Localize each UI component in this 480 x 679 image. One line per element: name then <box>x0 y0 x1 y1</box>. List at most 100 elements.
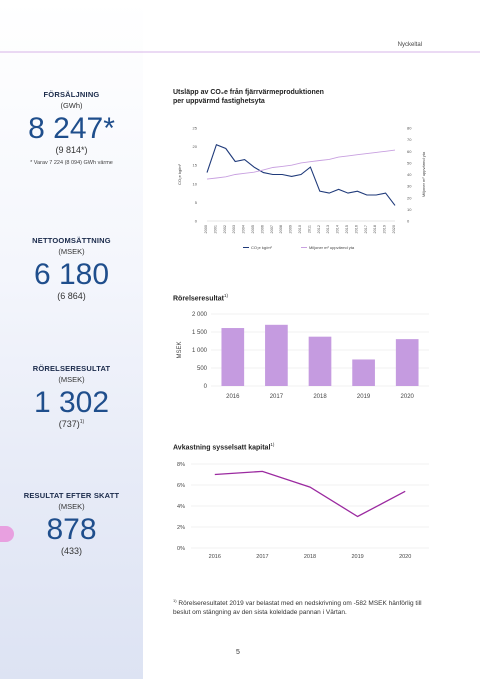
return-line <box>214 470 406 518</box>
y-tick-label: 6% <box>177 483 185 489</box>
x-tick-label: 2008 <box>279 225 283 233</box>
y-right-tick-label: 0 <box>407 219 410 224</box>
x-tick-label: 2020 <box>392 225 396 233</box>
x-tick-label: 2017 <box>270 394 284 400</box>
y-tick-label: 500 <box>197 366 208 372</box>
x-tick-label: 2017 <box>256 554 268 560</box>
series-line-heated-area <box>206 149 396 180</box>
y-right-tick-label: 80 <box>407 126 412 131</box>
bar-2019 <box>352 359 375 386</box>
y-right-tick-label: 70 <box>407 137 412 142</box>
y-tick-label: 5 <box>195 200 198 205</box>
y-tick-label: 25 <box>193 126 198 131</box>
decorative-shape <box>0 526 14 542</box>
kpi-label: FÖRSÄLJNING <box>43 90 100 99</box>
kpi-value: 1 302 <box>33 386 110 419</box>
return-chart-title: Avkastning sysselsatt kapital1) <box>173 442 275 452</box>
x-tick-label: 2018 <box>313 394 327 400</box>
x-tick-label: 2012 <box>317 225 321 233</box>
y-tick-label: 20 <box>193 144 198 149</box>
kpi-unit: (MSEK) <box>58 502 85 511</box>
y-right-tick-label: 40 <box>407 172 412 177</box>
x-tick-label: 2014 <box>336 225 340 233</box>
kpi-value: 6 180 <box>33 258 110 291</box>
kpi-previous: (9 814*) <box>55 145 88 155</box>
page-number: 5 <box>236 649 240 656</box>
x-tick-label: 2019 <box>383 225 387 233</box>
y-tick-label: 10 <box>193 181 198 186</box>
emissions-chart-title: Utsläpp av CO₂e från fjärrvärmeproduktio… <box>173 89 324 105</box>
legend-label: CO₂e kg/m² <box>251 245 273 250</box>
operating-result-chart-title: Rörelseresultat1) <box>173 293 228 303</box>
emissions-chart: 0 5 10 15 20 25 0 10 20 30 40 50 60 70 80 2000 2001 2002 2… <box>177 126 426 251</box>
x-tick-label: 2007 <box>270 225 274 233</box>
y-axis-label: CO₂e kg/m² <box>177 163 182 185</box>
x-tick-label: 2018 <box>373 225 377 233</box>
y-tick-label: 0 <box>195 219 198 224</box>
kpi-unit: (MSEK) <box>58 375 85 384</box>
bar-2017 <box>265 324 288 386</box>
y-right-tick-label: 60 <box>407 149 412 154</box>
series-line-co2e <box>206 143 396 206</box>
x-tick-label: 2013 <box>326 225 330 233</box>
x-tick-label: 2019 <box>351 554 363 560</box>
x-tick-label: 2000 <box>204 225 208 233</box>
bar-2020 <box>395 339 419 386</box>
operating-result-chart: 0 500 1 000 1 500 2 000 MSEK 2016 2017 2018 2019 2… <box>177 312 429 400</box>
x-tick-label: 2019 <box>357 394 371 400</box>
kpi-label: RÖRELSERESULTAT <box>32 364 111 373</box>
x-tick-label: 2001 <box>213 225 217 233</box>
x-tick-label: 2018 <box>304 554 316 560</box>
y-tick-label: 2% <box>177 525 185 531</box>
y-right-tick-label: 20 <box>407 195 412 200</box>
footnote: 1) Rörelseresultatet 2019 var belastat m… <box>173 598 422 617</box>
x-tick-label: 2006 <box>260 225 264 233</box>
y-tick-label: 0% <box>177 546 185 552</box>
return-chart: 0% 2% 4% 6% 8% 2016 2017 2018 2019 2020 <box>177 462 429 560</box>
x-tick-label: 2002 <box>223 225 227 233</box>
legend-label: Miljoner m² uppvärmd yta <box>309 245 355 250</box>
x-tick-label: 2009 <box>289 225 293 233</box>
y-right-tick-label: 50 <box>407 160 412 165</box>
y-tick-label: 1 500 <box>192 330 208 336</box>
y-tick-label: 0 <box>204 384 208 390</box>
kpi-label: NETTOOMSÄTTNING <box>32 236 111 245</box>
kpi-unit: (GWh) <box>60 101 83 110</box>
header-rule <box>0 51 480 53</box>
x-tick-label: 2003 <box>232 225 236 233</box>
y-right-tick-label: 30 <box>407 184 412 189</box>
kpi-value: 878 <box>46 513 97 546</box>
x-tick-label: 2011 <box>307 225 311 233</box>
x-tick-label: 2016 <box>209 554 221 560</box>
x-tick-label: 2010 <box>298 225 302 233</box>
x-tick-label: 2016 <box>226 394 240 400</box>
kpi-previous: (6 864) <box>57 291 86 301</box>
kpi-unit: (MSEK) <box>58 247 85 256</box>
kpi-sales: FÖRSÄLJNING (GWh) 8 247* (9 814*) * Vara… <box>0 90 143 166</box>
x-tick-label: 2005 <box>251 225 255 233</box>
x-tick-label: 2016 <box>354 225 358 233</box>
x-tick-label: 2020 <box>399 554 411 560</box>
y-tick-label: 15 <box>193 163 198 168</box>
kpi-operating-result: RÖRELSERESULTAT (MSEK) 1 302 (737)1) <box>0 364 143 429</box>
sidebar-background <box>0 0 143 679</box>
y-tick-label: 8% <box>177 462 185 468</box>
bar-2016 <box>221 328 245 386</box>
kpi-previous: (433) <box>60 546 82 556</box>
x-tick-label: 2015 <box>345 225 349 233</box>
y-right-axis-label: Miljoner m² uppvärmd yta <box>421 151 426 197</box>
bar-2018 <box>308 336 332 386</box>
section-label: Nyckeltal <box>397 42 422 48</box>
y-right-tick-label: 10 <box>407 207 412 212</box>
y-tick-label: 2 000 <box>192 312 208 318</box>
x-tick-label: 2020 <box>401 394 415 400</box>
x-tick-label: 2017 <box>364 225 368 233</box>
y-axis-label: MSEK <box>177 341 183 358</box>
kpi-note: * Varav 7 224 (8 094) GWh värme <box>30 160 113 166</box>
kpi-result-after-tax: RESULTAT EFTER SKATT (MSEK) 878 (433) <box>0 491 143 556</box>
y-tick-label: 4% <box>177 504 185 510</box>
kpi-value: 8 247* <box>28 112 115 145</box>
kpi-label: RESULTAT EFTER SKATT <box>23 491 120 500</box>
kpi-previous: (737)1) <box>58 419 85 429</box>
x-tick-label: 2004 <box>242 225 246 233</box>
